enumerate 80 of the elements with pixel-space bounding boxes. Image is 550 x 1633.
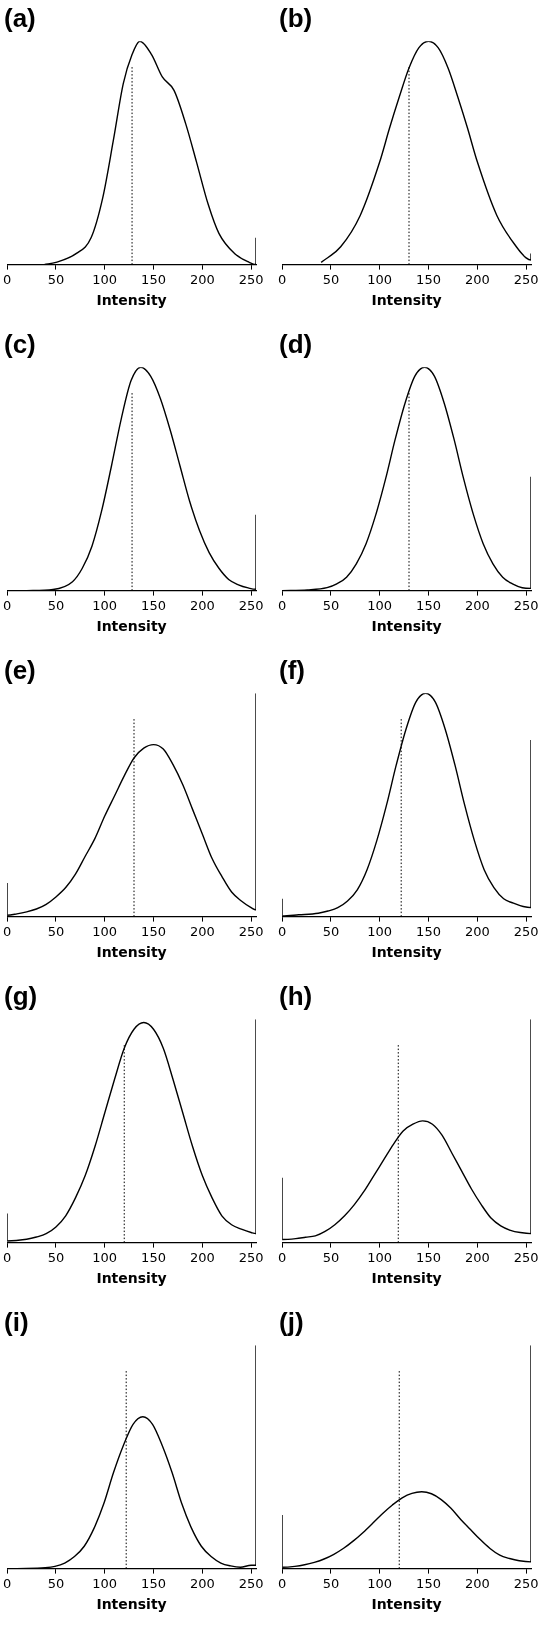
x-tick-label: 0	[277, 271, 287, 287]
chart-title: (g)	[4, 980, 38, 1011]
x-tick-label: 250	[238, 1575, 264, 1591]
x-tick-label: 200	[464, 1249, 490, 1265]
x-tick-label: 0	[277, 1575, 287, 1591]
x-tick-label: 150	[416, 271, 441, 287]
x-tick-label: 50	[47, 1575, 65, 1591]
chart-title: (d)	[279, 328, 313, 359]
x-tick-label: 50	[47, 597, 65, 613]
x-tick-label: 250	[513, 923, 539, 939]
x-tick-label: 150	[416, 1575, 441, 1591]
chart-title: (h)	[279, 980, 313, 1011]
x-tick-label: 0	[2, 1575, 12, 1591]
x-tick-label: 150	[416, 923, 441, 939]
x-tick-label: 50	[47, 923, 65, 939]
x-tick-label: 200	[189, 597, 215, 613]
x-tick-label: 250	[238, 923, 264, 939]
x-tick-label: 50	[47, 271, 65, 287]
x-tick-label: 100	[92, 923, 118, 939]
chart-title: (e)	[4, 654, 36, 685]
x-tick-label: 150	[141, 923, 166, 939]
x-tick-label: 150	[416, 1249, 441, 1265]
x-tick-label: 0	[2, 923, 12, 939]
x-tick-label: 200	[189, 1249, 215, 1265]
x-tick-label: 100	[92, 1575, 118, 1591]
x-tick-label: 50	[322, 1249, 340, 1265]
x-tick-label: 200	[464, 1575, 490, 1591]
x-tick-label: 200	[464, 597, 490, 613]
x-axis-title: Intensity	[371, 1596, 442, 1613]
x-tick-label: 150	[141, 1249, 166, 1265]
x-axis-title: Intensity	[96, 618, 167, 635]
x-axis-title: Intensity	[371, 618, 442, 635]
x-tick-label: 0	[277, 1249, 287, 1265]
x-tick-label: 0	[277, 923, 287, 939]
x-tick-label: 100	[367, 923, 393, 939]
x-tick-label: 250	[513, 597, 539, 613]
chart-title: (c)	[4, 328, 36, 359]
x-tick-label: 50	[322, 1575, 340, 1591]
x-tick-label: 250	[513, 1249, 539, 1265]
x-tick-label: 100	[92, 271, 118, 287]
x-tick-label: 250	[513, 271, 539, 287]
x-axis-title: Intensity	[371, 1270, 442, 1287]
x-axis-title: Intensity	[371, 944, 442, 961]
x-tick-label: 0	[2, 271, 12, 287]
x-tick-label: 0	[2, 1249, 12, 1265]
x-tick-label: 100	[367, 1249, 393, 1265]
x-tick-label: 250	[238, 597, 264, 613]
x-tick-label: 250	[238, 1249, 264, 1265]
x-tick-label: 150	[416, 597, 441, 613]
x-tick-label: 100	[92, 597, 118, 613]
x-tick-label: 50	[322, 271, 340, 287]
x-tick-label: 150	[141, 597, 166, 613]
x-tick-label: 200	[189, 271, 215, 287]
x-axis-title: Intensity	[371, 292, 442, 309]
x-axis-title: Intensity	[96, 292, 167, 309]
chart-title: (j)	[279, 1306, 304, 1337]
x-tick-label: 150	[141, 271, 166, 287]
x-tick-label: 250	[513, 1575, 539, 1591]
x-tick-label: 100	[367, 271, 393, 287]
chart-title: (f)	[279, 654, 305, 685]
x-tick-label: 100	[367, 597, 393, 613]
x-axis-title: Intensity	[96, 1270, 167, 1287]
x-axis-title: Intensity	[96, 1596, 167, 1613]
x-tick-label: 50	[47, 1249, 65, 1265]
x-axis-title: Intensity	[96, 944, 167, 961]
x-tick-label: 50	[322, 597, 340, 613]
x-tick-label: 0	[277, 597, 287, 613]
x-tick-label: 200	[189, 923, 215, 939]
x-tick-label: 200	[464, 271, 490, 287]
x-tick-label: 50	[322, 923, 340, 939]
x-tick-label: 250	[238, 271, 264, 287]
x-tick-label: 100	[367, 1575, 393, 1591]
x-tick-label: 200	[464, 923, 490, 939]
x-tick-label: 100	[92, 1249, 118, 1265]
x-tick-label: 150	[141, 1575, 166, 1591]
chart-title: (i)	[4, 1306, 29, 1337]
chart-title: (b)	[279, 2, 313, 33]
chart-title: (a)	[4, 2, 36, 33]
x-tick-label: 0	[2, 597, 12, 613]
x-tick-label: 200	[189, 1575, 215, 1591]
